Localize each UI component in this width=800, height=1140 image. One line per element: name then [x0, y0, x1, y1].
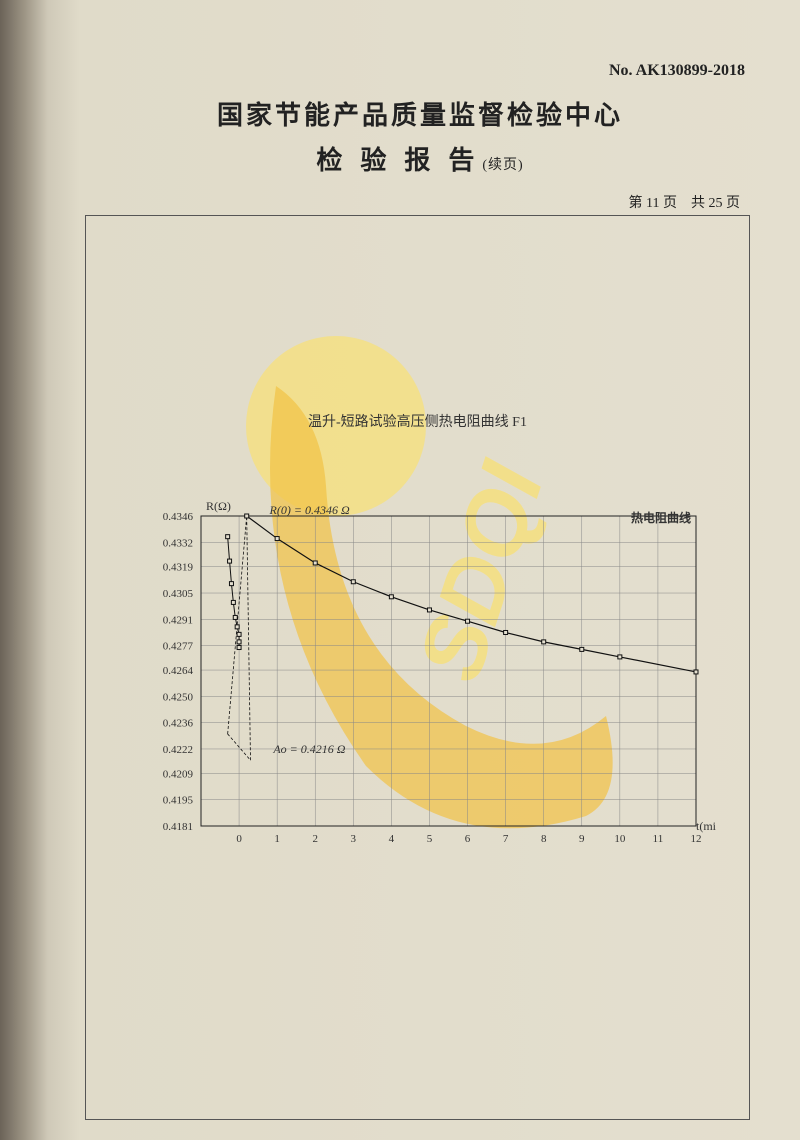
data-marker: [231, 600, 235, 604]
y-tick-label: 0.4236: [163, 718, 194, 730]
x-tick-label: 2: [312, 833, 318, 845]
y-tick-label: 0.4346: [163, 511, 194, 523]
org-title: 国家节能产品质量监督检验中心: [55, 95, 785, 132]
data-marker: [504, 630, 508, 634]
data-marker: [542, 640, 546, 644]
report-title-text: 检验报告: [316, 146, 492, 175]
data-marker: [313, 561, 317, 565]
x-tick-label: 6: [465, 833, 471, 845]
x-tick-label: 11: [653, 833, 664, 845]
data-marker: [275, 537, 279, 541]
data-marker: [237, 632, 241, 636]
data-marker: [229, 582, 233, 586]
y-tick-label: 0.4250: [163, 691, 194, 703]
main-curve: [247, 516, 696, 672]
y-tick-label: 0.4195: [163, 795, 194, 807]
x-tick-label: 8: [541, 833, 547, 845]
data-marker: [427, 608, 431, 612]
x-axis-label: t(min): [696, 819, 716, 833]
page-number-info: 第 11 页 共 25 页: [629, 192, 740, 212]
data-marker: [226, 535, 230, 539]
content-frame: SDQI 温升-短路试验高压侧热电阻曲线 F1 0123456789101112…: [85, 215, 750, 1120]
data-marker: [694, 670, 698, 674]
x-tick-label: 1: [274, 833, 280, 845]
y-tick-label: 0.4222: [163, 744, 193, 756]
continuation-label: (续页): [482, 158, 523, 173]
x-tick-label: 4: [389, 833, 395, 845]
chart-title: 温升-短路试验高压侧热电阻曲线 F1: [86, 411, 749, 431]
data-marker: [580, 647, 584, 651]
x-tick-label: 12: [691, 833, 702, 845]
y-tick-label: 0.4277: [163, 641, 194, 653]
data-marker: [245, 514, 249, 518]
data-marker: [618, 655, 622, 659]
data-marker: [237, 646, 241, 650]
annotation-r0: R(0) = 0.4346 Ω: [269, 503, 350, 517]
y-tick-label: 0.4332: [163, 537, 193, 549]
document-page: No. AK130899-2018 国家节能产品质量监督检验中心 检验报告(续页…: [55, 0, 785, 1140]
resistance-chart: 01234567891011120.43460.43320.43190.4305…: [126, 496, 716, 856]
data-marker: [228, 559, 232, 563]
y-tick-label: 0.4264: [163, 665, 194, 677]
y-axis-label: R(Ω): [206, 499, 231, 513]
x-tick-label: 3: [351, 833, 357, 845]
y-tick-label: 0.4291: [163, 614, 193, 626]
x-tick-label: 5: [427, 833, 433, 845]
document-number: No. AK130899-2018: [609, 62, 745, 80]
data-marker: [233, 615, 237, 619]
y-tick-label: 0.4319: [163, 562, 194, 574]
data-marker: [389, 595, 393, 599]
x-tick-label: 7: [503, 833, 509, 845]
data-marker: [237, 640, 241, 644]
x-tick-label: 0: [236, 833, 242, 845]
y-tick-label: 0.4181: [163, 821, 193, 833]
x-tick-label: 10: [614, 833, 626, 845]
annotation-a0: Ao = 0.4216 Ω: [272, 742, 345, 756]
data-marker: [235, 625, 239, 629]
y-tick-label: 0.4209: [163, 768, 194, 780]
x-tick-label: 9: [579, 833, 585, 845]
report-title: 检验报告(续页): [55, 140, 785, 177]
chart-legend: 热电阻曲线: [631, 510, 691, 525]
data-marker: [466, 619, 470, 623]
data-marker: [351, 580, 355, 584]
y-tick-label: 0.4305: [163, 588, 194, 600]
